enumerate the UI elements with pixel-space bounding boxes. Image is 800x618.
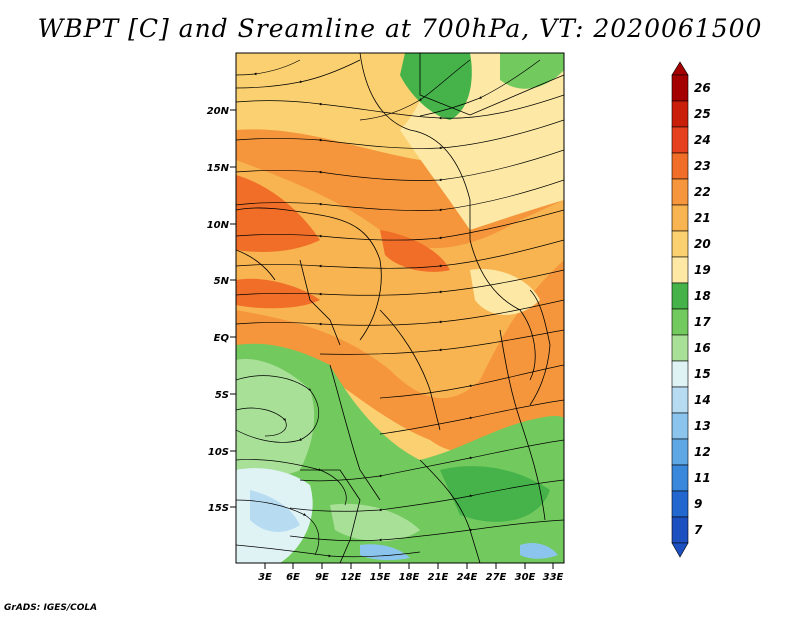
- colorbar-label: 26: [694, 81, 711, 95]
- colorbar-swatch: [671, 360, 689, 388]
- lon-tick-12e: 12E: [341, 572, 362, 583]
- lat-tick-5n: 5N: [214, 276, 230, 287]
- colorbar-swatch: [671, 230, 689, 258]
- colorbar-swatch: [671, 412, 689, 440]
- lat-tick-eq: EQ: [214, 333, 230, 344]
- colorbar-swatch: [671, 438, 689, 466]
- lat-tick-15s: 15S: [208, 503, 229, 514]
- colorbar-label: 7: [694, 523, 703, 537]
- lat-tick-5s: 5S: [215, 390, 229, 401]
- colorbar-swatch: [671, 178, 689, 206]
- colorbar-swatch: [671, 282, 689, 310]
- colorbar-swatch: [671, 334, 689, 362]
- lon-axis: [264, 563, 554, 569]
- colorbar-label: 21: [694, 211, 711, 225]
- colorbar-label: 18: [694, 289, 711, 303]
- colorbar-swatch: [671, 256, 689, 284]
- map-frame: [235, 52, 565, 564]
- colorbar-swatch: [671, 516, 689, 544]
- lat-tick-10n: 10N: [207, 220, 230, 231]
- colorbar-swatch: [671, 464, 689, 492]
- colorbar-label: 12: [694, 445, 711, 459]
- lon-tick-9e: 9E: [315, 572, 329, 583]
- colorbar-label: 20: [694, 237, 711, 251]
- colorbar-label: 11: [694, 471, 711, 485]
- colorbar-label: 16: [694, 341, 711, 355]
- colorbar-swatch: [671, 308, 689, 336]
- colorbar-swatch: [671, 100, 689, 128]
- colorbar-swatch: [671, 74, 689, 102]
- lon-tick-15e: 15E: [370, 572, 391, 583]
- colorbar-label: 19: [694, 263, 711, 277]
- lon-tick-18e: 18E: [399, 572, 420, 583]
- lat-tick-10s: 10S: [208, 447, 229, 458]
- colorbar-label: 9: [694, 497, 702, 511]
- lat-tick-20n: 20N: [207, 106, 230, 117]
- lat-tick-15n: 15N: [207, 163, 230, 174]
- lon-tick-6e: 6E: [286, 572, 300, 583]
- streamlines: [236, 59, 564, 558]
- colorbar-label: 17: [694, 315, 711, 329]
- colorbar-label: 14: [694, 393, 711, 407]
- map-title: WBPT [C] and Sreamline at 700hPa, VT: 20…: [37, 14, 763, 43]
- colorbar-max-arrow: [671, 61, 689, 76]
- colorbar-swatch: [671, 204, 689, 232]
- colorbar-min-arrow: [671, 542, 689, 558]
- colorbar-swatch: [671, 490, 689, 518]
- lon-tick-33e: 33E: [543, 572, 564, 583]
- colorbar-label: 24: [694, 133, 711, 147]
- colorbar-swatch: [671, 126, 689, 154]
- grads-credit: GrADS: IGES/COLA: [4, 603, 98, 613]
- colorbar-swatch: [671, 386, 689, 414]
- lon-tick-30e: 30E: [515, 572, 536, 583]
- lon-tick-3e: 3E: [258, 572, 272, 583]
- lon-tick-24e: 24E: [457, 572, 478, 583]
- colorbar-swatch: [671, 152, 689, 180]
- colorbar-label: 22: [694, 185, 711, 199]
- lon-tick-21e: 21E: [428, 572, 449, 583]
- colorbar: 26 25 24 23 22 21 20 19 18 17 16 15 14 13 12 11 9 7: [671, 61, 711, 558]
- colorbar-label: 23: [694, 159, 711, 173]
- wbpt-field: [236, 53, 564, 563]
- colorbar-label: 15: [694, 367, 711, 381]
- colorbar-label: 13: [694, 419, 711, 433]
- lon-tick-27e: 27E: [486, 572, 507, 583]
- lat-axis: [230, 109, 236, 508]
- colorbar-label: 25: [694, 107, 711, 121]
